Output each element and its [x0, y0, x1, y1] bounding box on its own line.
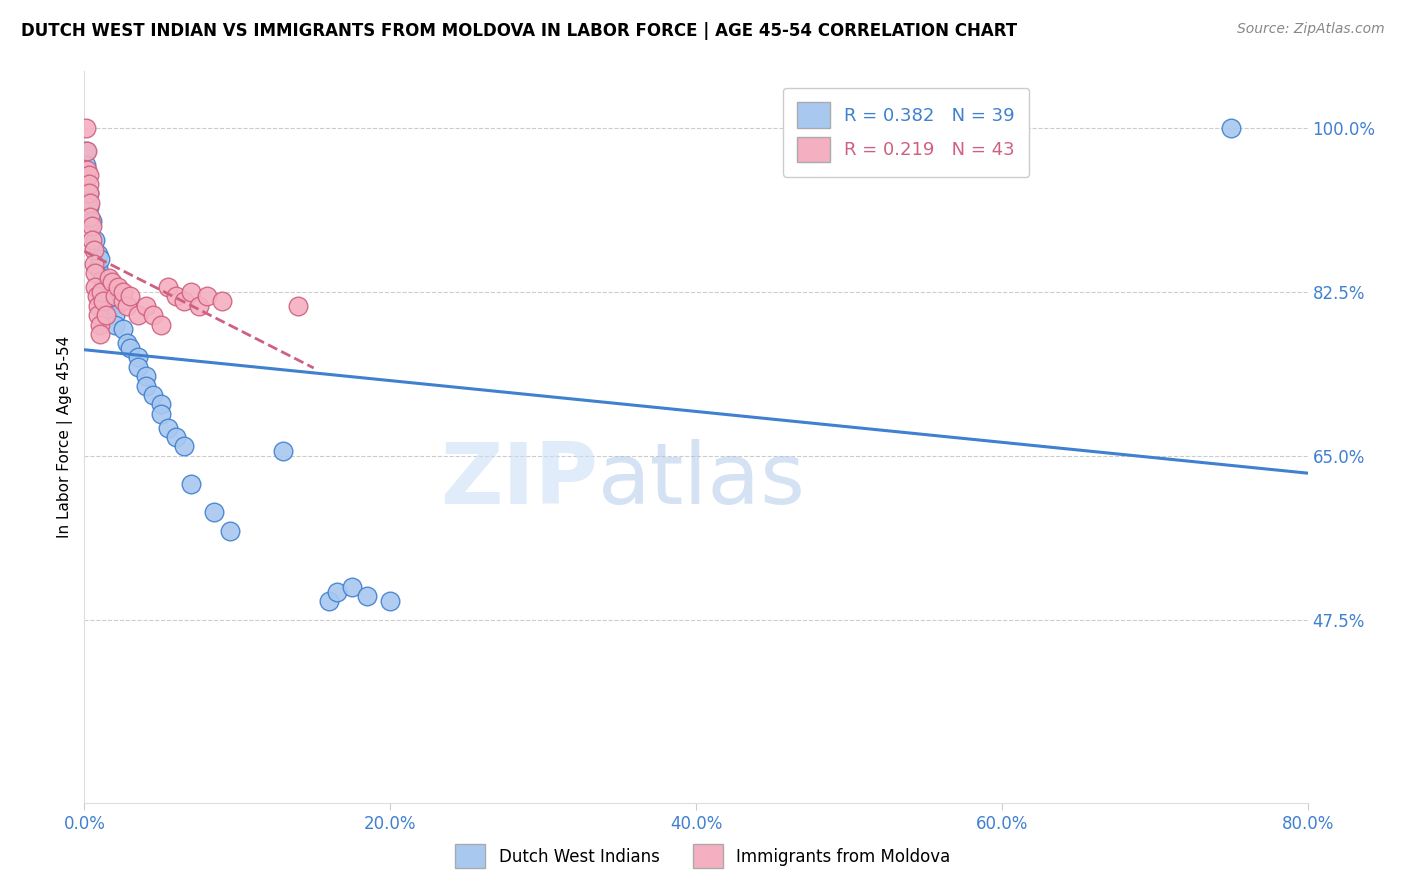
Point [287, 299, 309, 313]
Legend: Dutch West Indians, Immigrants from Moldova: Dutch West Indians, Immigrants from Mold… [449, 838, 957, 875]
Legend: R = 0.382   N = 39, R = 0.219   N = 43: R = 0.382 N = 39, R = 0.219 N = 43 [783, 87, 1029, 177]
Point [94, 308, 117, 322]
Point [380, 594, 402, 608]
Point [173, 440, 195, 454]
Point [84, 233, 107, 247]
Text: DUTCH WEST INDIAN VS IMMIGRANTS FROM MOLDOVA IN LABOR FORCE | AGE 45-54 CORRELAT: DUTCH WEST INDIAN VS IMMIGRANTS FROM MOL… [21, 22, 1017, 40]
Point [91, 294, 114, 309]
Point [84, 280, 107, 294]
Point [84, 266, 107, 280]
Point [80, 233, 103, 247]
Point [107, 280, 129, 294]
Point [127, 308, 149, 322]
Point [104, 318, 127, 332]
Point [127, 351, 149, 365]
Point [188, 299, 211, 313]
Point [75, 120, 97, 135]
Point [120, 341, 142, 355]
Point [89, 318, 111, 332]
Point [75, 144, 97, 158]
Point [77, 168, 100, 182]
Point [180, 285, 202, 299]
Point [75, 158, 97, 172]
Point [77, 186, 100, 201]
Point [149, 318, 172, 332]
Point [157, 280, 180, 294]
Point [91, 280, 114, 294]
Point [97, 270, 120, 285]
Text: Source: ZipAtlas.com: Source: ZipAtlas.com [1237, 22, 1385, 37]
Point [120, 289, 142, 303]
Point [101, 276, 124, 290]
Point [173, 294, 195, 309]
Point [111, 285, 134, 299]
Point [149, 407, 172, 421]
Point [195, 289, 218, 303]
Point [157, 420, 180, 434]
Point [202, 505, 225, 519]
Point [271, 444, 294, 458]
Point [356, 590, 378, 604]
Point [165, 430, 187, 444]
Point [89, 326, 111, 341]
Point [104, 308, 127, 322]
Point [79, 195, 101, 210]
Point [142, 388, 165, 402]
Point [79, 210, 101, 224]
Point [115, 336, 138, 351]
Point [165, 289, 187, 303]
Point [91, 270, 114, 285]
Text: ZIP: ZIP [440, 440, 598, 523]
Y-axis label: In Labor Force | Age 45-54: In Labor Force | Age 45-54 [58, 336, 73, 538]
Point [89, 252, 111, 266]
Point [77, 186, 100, 201]
Point [127, 359, 149, 374]
Point [77, 200, 100, 214]
Point [80, 219, 103, 233]
Point [96, 289, 118, 303]
Point [76, 162, 98, 177]
Point [90, 285, 112, 299]
Point [83, 243, 105, 257]
Point [318, 594, 340, 608]
Point [87, 261, 110, 276]
Point [135, 378, 157, 392]
Point [101, 299, 124, 313]
Point [80, 214, 103, 228]
Point [104, 289, 127, 303]
Point [218, 524, 240, 538]
Point [75, 172, 97, 186]
Point [149, 397, 172, 411]
Point [87, 308, 110, 322]
Text: atlas: atlas [598, 440, 806, 523]
Point [77, 177, 100, 191]
Point [87, 299, 110, 313]
Point [180, 477, 202, 491]
Point [87, 247, 110, 261]
Point [135, 369, 157, 384]
Point [111, 294, 134, 309]
Point [111, 322, 134, 336]
Point [83, 257, 105, 271]
Point [1220, 120, 1243, 135]
Point [86, 289, 108, 303]
Point [211, 294, 233, 309]
Point [76, 144, 98, 158]
Point [340, 580, 363, 594]
Point [115, 299, 138, 313]
Point [142, 308, 165, 322]
Point [325, 584, 347, 599]
Point [135, 299, 157, 313]
